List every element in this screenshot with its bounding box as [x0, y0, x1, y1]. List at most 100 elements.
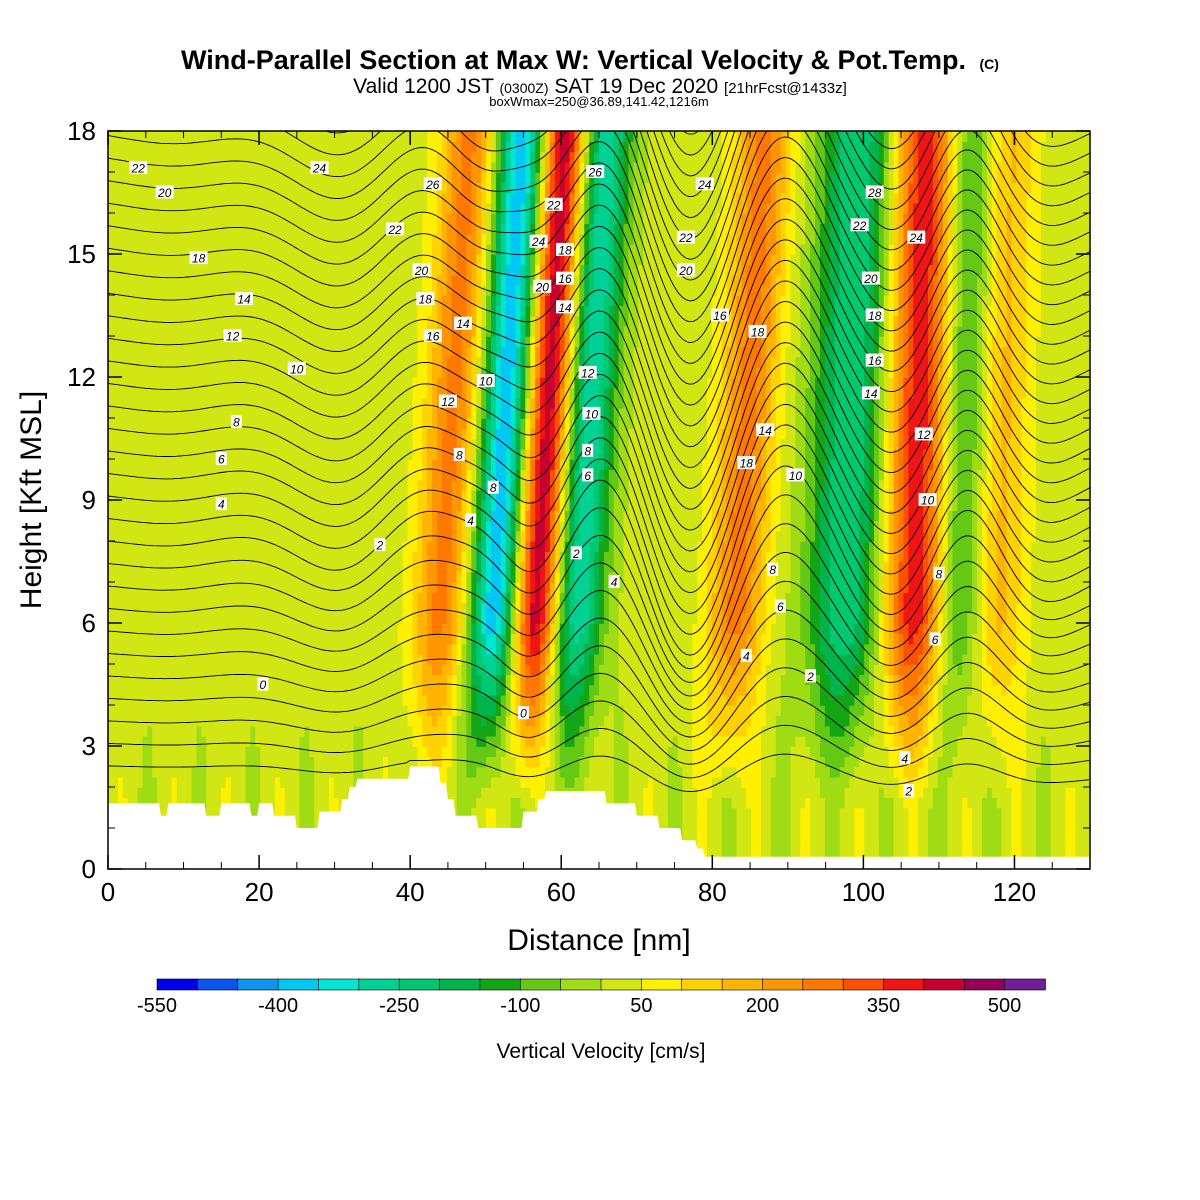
velocity-cell: [304, 510, 311, 522]
velocity-cell: [191, 705, 198, 717]
velocity-cell: [441, 705, 448, 717]
velocity-cell: [328, 418, 335, 430]
velocity-cell: [358, 448, 365, 460]
velocity-cell: [397, 530, 404, 542]
velocity-cell: [186, 776, 193, 788]
velocity-cell: [147, 787, 153, 799]
velocity-cell: [220, 141, 227, 153]
velocity-cell: [220, 664, 227, 676]
velocity-cell: [368, 633, 374, 645]
velocity-cell: [284, 346, 291, 358]
velocity-cell: [299, 684, 306, 696]
velocity-cell: [250, 479, 257, 491]
velocity-cell: [201, 325, 207, 337]
velocity-cell: [137, 469, 144, 481]
velocity-cell: [299, 674, 306, 686]
velocity-cell: [152, 366, 158, 378]
velocity-cell: [284, 541, 291, 553]
velocity-cell: [196, 787, 203, 799]
velocity-cell: [108, 397, 114, 409]
velocity-cell: [274, 366, 281, 378]
velocity-cell: [230, 284, 237, 296]
velocity-cell: [284, 387, 291, 399]
velocity-cell: [211, 448, 217, 460]
velocity-cell: [265, 305, 271, 317]
velocity-cell: [333, 530, 340, 542]
velocity-cell: [220, 192, 227, 204]
velocity-cell: [304, 233, 311, 245]
velocity-cell: [157, 530, 163, 542]
velocity-cell: [191, 715, 198, 727]
velocity-cell: [382, 325, 389, 337]
velocity-cell: [157, 325, 163, 337]
velocity-cell: [240, 530, 247, 542]
velocity-cell: [319, 131, 325, 143]
velocity-cell: [196, 192, 203, 204]
velocity-cell: [157, 284, 163, 296]
velocity-cell: [299, 520, 306, 532]
velocity-cell: [412, 756, 419, 768]
velocity-cell: [171, 571, 178, 583]
velocity-cell: [235, 131, 242, 143]
velocity-cell: [436, 418, 443, 430]
velocity-cell: [230, 715, 237, 727]
velocity-cell: [250, 582, 257, 594]
velocity-cell: [378, 305, 384, 317]
velocity-cell: [191, 172, 198, 184]
velocity-cell: [274, 653, 281, 665]
velocity-cell: [343, 787, 350, 799]
velocity-cell: [112, 746, 119, 758]
velocity-cell: [250, 797, 257, 809]
velocity-cell: [284, 172, 291, 184]
velocity-cell: [186, 633, 193, 645]
velocity-cell: [255, 530, 262, 542]
velocity-cell: [284, 243, 291, 255]
velocity-cell: [147, 448, 153, 460]
velocity-cell: [392, 387, 399, 399]
velocity-cell: [171, 131, 178, 143]
velocity-cell: [279, 192, 286, 204]
velocity-cell: [235, 715, 242, 727]
velocity-cell: [304, 787, 311, 799]
velocity-cell: [427, 448, 433, 460]
velocity-cell: [417, 141, 424, 153]
velocity-cell: [289, 397, 296, 409]
velocity-cell: [240, 705, 247, 717]
velocity-cell: [245, 182, 252, 194]
velocity-cell: [304, 356, 311, 368]
velocity-cell: [274, 202, 281, 214]
velocity-cell: [196, 305, 203, 317]
velocity-cell: [225, 694, 232, 706]
velocity-cell: [191, 274, 198, 286]
velocity-cell: [255, 438, 262, 450]
velocity-cell: [176, 438, 183, 450]
velocity-cell: [382, 664, 389, 676]
velocity-cell: [328, 366, 335, 378]
velocity-cell: [201, 377, 207, 389]
velocity-cell: [289, 787, 296, 799]
velocity-cell: [378, 274, 384, 286]
velocity-cell: [122, 469, 129, 481]
velocity-cell: [250, 336, 257, 348]
velocity-cell: [353, 469, 360, 481]
velocity-cell: [353, 633, 360, 645]
velocity-cell: [122, 725, 129, 737]
velocity-cell: [289, 213, 296, 225]
velocity-cell: [378, 346, 384, 358]
velocity-cell: [397, 356, 404, 368]
velocity-cell: [304, 192, 311, 204]
velocity-cell: [206, 797, 212, 809]
velocity-cell: [127, 766, 134, 778]
velocity-cell: [211, 202, 217, 214]
velocity-cell: [211, 582, 217, 594]
velocity-cell: [137, 192, 144, 204]
velocity-cell: [338, 131, 345, 143]
velocity-cell: [382, 192, 389, 204]
velocity-cell: [250, 274, 257, 286]
velocity-cell: [382, 428, 389, 440]
velocity-cell: [235, 387, 242, 399]
velocity-cell: [417, 684, 424, 696]
velocity-cell: [162, 274, 168, 286]
velocity-cell: [186, 233, 193, 245]
velocity-cell: [157, 500, 163, 512]
